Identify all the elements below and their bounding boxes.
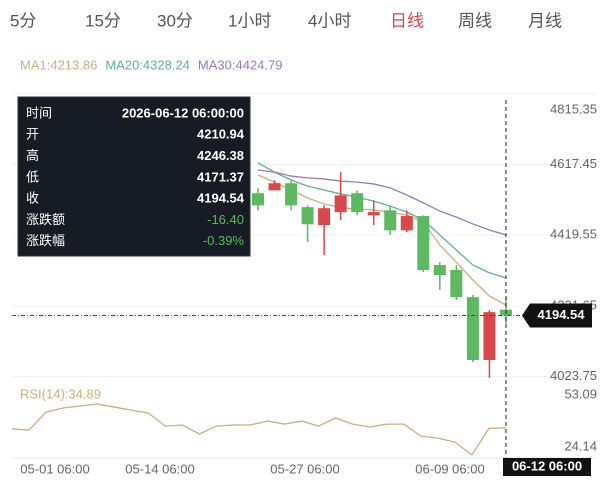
tooltip-label: 低	[26, 169, 39, 184]
candle-body	[318, 208, 331, 225]
tooltip-label: 开	[26, 127, 39, 142]
y-tick-label: 4815.35	[550, 101, 597, 116]
rsi-tick-label: 53.09	[564, 387, 597, 402]
candle-body	[334, 195, 347, 213]
candle-body	[367, 212, 380, 216]
tooltip-label: 收	[26, 191, 39, 206]
ma-line	[257, 162, 507, 279]
x-tick-label: 06-09 06:00	[415, 461, 484, 476]
rsi-title: RSI(14):34.89	[20, 386, 101, 401]
cursor-date-box	[503, 458, 591, 476]
tab[interactable]: 周线	[458, 11, 492, 30]
tooltip-label: 时间	[26, 105, 52, 120]
candle-body	[400, 216, 413, 231]
tooltip-value: -16.40	[207, 212, 244, 227]
candle-body	[351, 193, 364, 213]
tooltip-value: 4210.94	[197, 127, 245, 142]
tab[interactable]: 5分	[10, 11, 36, 30]
cursor-date: 06-12 06:00	[512, 458, 582, 473]
rsi-line	[11, 403, 507, 456]
tooltip-value: 4171.37	[197, 169, 244, 184]
tab[interactable]: 15分	[85, 11, 121, 30]
candle-body	[433, 265, 446, 275]
tab[interactable]: 1小时	[228, 11, 271, 30]
tooltip	[17, 96, 251, 257]
ma-legend: MA20:4328.24	[105, 57, 190, 72]
candle-body	[285, 183, 298, 206]
price-tag-label: 4194.54	[538, 307, 586, 322]
x-tick-label: 05-14 06:00	[125, 461, 194, 476]
ma-legend: MA1:4213.86	[20, 57, 97, 72]
candle-body	[466, 297, 479, 360]
ma-legend: MA30:4424.79	[198, 57, 283, 72]
y-tick-label: 4617.45	[550, 156, 597, 171]
tooltip-value: -0.39%	[203, 233, 245, 248]
candle-body	[268, 183, 281, 191]
x-tick-label: 05-01 06:00	[20, 461, 89, 476]
y-tick-label: 4023.75	[550, 368, 597, 383]
candle-body	[384, 210, 397, 231]
tooltip-value: 2026-06-12 06:00:00	[122, 105, 244, 120]
tab[interactable]: 4小时	[308, 11, 351, 30]
tab[interactable]: 30分	[157, 11, 193, 30]
tooltip-label: 高	[26, 148, 39, 163]
candle-body	[483, 312, 496, 360]
candle-body	[450, 270, 463, 298]
ma-line	[257, 169, 507, 236]
candle-body	[417, 216, 430, 270]
tooltip-value: 4194.54	[197, 191, 245, 206]
candle-body	[301, 207, 314, 225]
tooltip-label: 涨跌额	[26, 212, 65, 227]
y-tick-label: 4419.55	[550, 227, 597, 242]
tab[interactable]: 日线	[390, 11, 424, 30]
tab[interactable]: 月线	[528, 11, 562, 30]
candle-body	[252, 193, 264, 206]
x-tick-label: 05-27 06:00	[270, 461, 339, 476]
price-tag	[522, 303, 592, 328]
ma-line	[257, 174, 507, 306]
rsi-tick-label: 24.14	[564, 438, 597, 453]
tooltip-label: 涨跌幅	[26, 233, 65, 248]
tooltip-value: 4246.38	[197, 148, 244, 163]
